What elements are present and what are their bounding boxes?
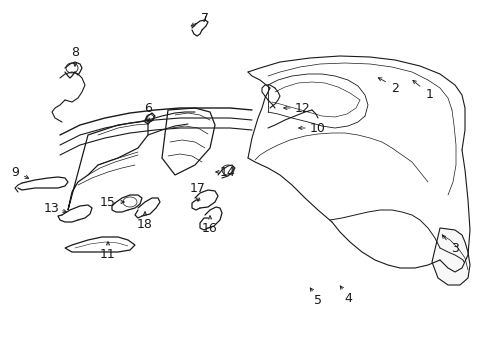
Text: 14: 14 <box>220 166 236 179</box>
Text: 1: 1 <box>426 89 434 102</box>
Text: 6: 6 <box>144 102 152 114</box>
Text: 10: 10 <box>310 122 326 135</box>
Text: 12: 12 <box>295 102 311 114</box>
Text: 17: 17 <box>190 181 206 194</box>
Text: 9: 9 <box>11 166 19 179</box>
Text: 5: 5 <box>314 293 322 306</box>
Text: 2: 2 <box>391 81 399 94</box>
Text: 7: 7 <box>201 12 209 24</box>
Text: 16: 16 <box>202 221 218 234</box>
Text: 13: 13 <box>44 202 60 215</box>
Text: 3: 3 <box>451 242 459 255</box>
Text: 8: 8 <box>71 45 79 58</box>
Text: 15: 15 <box>100 195 116 208</box>
Polygon shape <box>432 228 470 285</box>
Text: 4: 4 <box>344 292 352 305</box>
Text: 11: 11 <box>100 248 116 261</box>
Text: 18: 18 <box>137 219 153 231</box>
